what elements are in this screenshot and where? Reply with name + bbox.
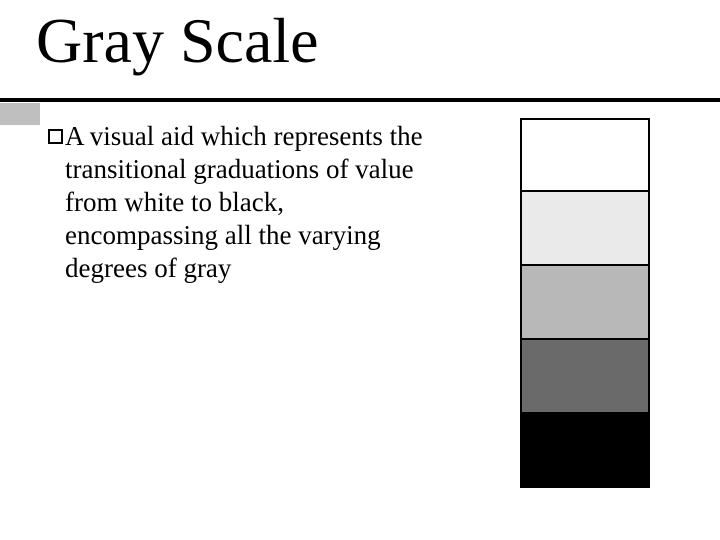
body-text-block: A visual aid which represents the transi… <box>48 120 438 285</box>
grayscale-swatch <box>520 340 650 414</box>
body-text: A visual aid which represents the transi… <box>65 120 438 285</box>
page-title: Gray Scale <box>36 6 319 76</box>
slide: Gray Scale A visual aid which represents… <box>0 0 720 540</box>
grayscale-swatch <box>520 266 650 340</box>
accent-block <box>0 103 40 125</box>
grayscale-swatch <box>520 118 650 192</box>
grayscale-swatch-column <box>520 118 650 488</box>
bullet-item: A visual aid which represents the transi… <box>48 120 438 285</box>
grayscale-swatch <box>520 192 650 266</box>
grayscale-swatch <box>520 414 650 488</box>
square-bullet-icon <box>48 129 63 144</box>
title-underline <box>0 98 720 102</box>
